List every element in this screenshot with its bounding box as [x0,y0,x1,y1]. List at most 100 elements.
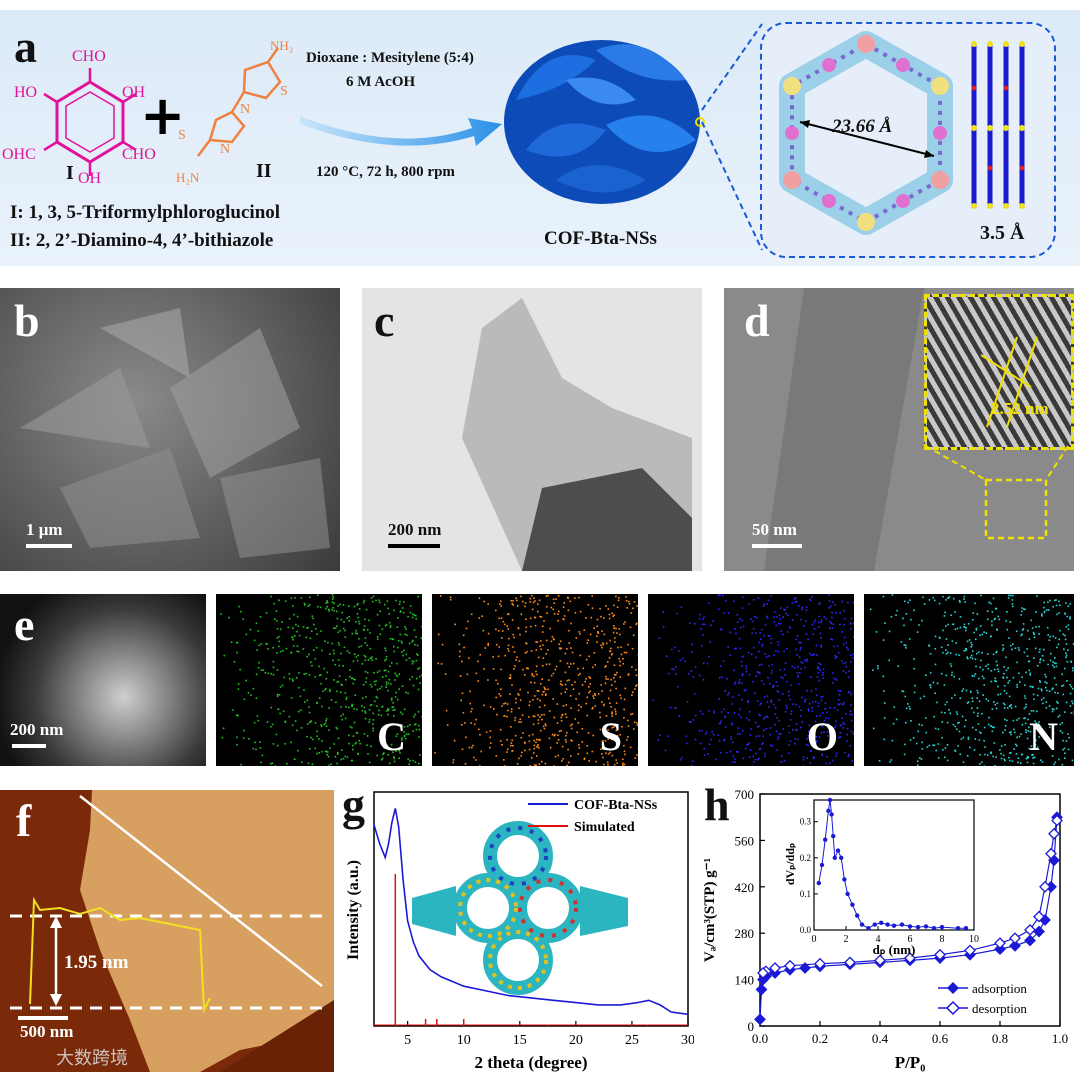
eds-dot [623,709,625,711]
eds-dot [832,682,834,684]
eds-label-n: N [1029,713,1058,760]
eds-dot [1059,724,1061,726]
eds-dot [797,739,799,741]
eds-dot [783,728,785,730]
eds-dot [539,706,541,708]
eds-dot [337,681,339,683]
eds-dot [348,616,350,618]
eds-dot [977,707,979,709]
eds-dot [619,634,621,636]
eds-dot [290,742,292,744]
eds-dot [565,684,567,686]
eds-dot [313,624,315,626]
eds-dot [909,708,911,710]
eds-dot [968,737,970,739]
eds-dot [415,618,417,620]
eds-dot [506,716,508,718]
eds-dot [1055,762,1057,764]
bet-ytick-label: 560 [735,833,755,848]
eds-dot [680,759,682,761]
eds-dot [248,738,250,740]
eds-dot [1045,676,1047,678]
eds-dot [284,743,286,745]
eds-dot [779,614,781,616]
eds-dot [463,635,465,637]
eds-dot [327,602,329,604]
eds-dot [766,656,768,658]
eds-dot [1069,618,1071,620]
eds-dot [790,719,792,721]
eds-dot [545,763,547,765]
mol-ii-label: II [256,160,272,183]
eds-dot [944,615,946,617]
eds-dot [993,598,995,600]
eds-dot [607,762,609,764]
eds-dot [1024,684,1026,686]
eds-dot [978,723,980,725]
eds-dot [401,641,403,643]
eds-dot [695,666,697,668]
eds-dot [312,739,314,741]
eds-dot [357,603,359,605]
eds-dot [490,730,492,732]
eds-dot [367,645,369,647]
eds-dot [725,726,727,728]
eds-dot [531,650,533,652]
eds-dot [253,748,255,750]
eds-dot [727,694,729,696]
bet-inset-point [823,838,827,842]
eds-dot [382,676,384,678]
eds-dot [870,609,872,611]
eds-map-n: N [864,594,1074,766]
eds-dot [719,740,721,742]
eds-dot [544,687,546,689]
eds-dot [1022,754,1024,756]
eds-dot [368,620,370,622]
eds-dot [1052,636,1054,638]
eds-dot [783,616,785,618]
eds-dot [744,690,746,692]
eds-dot [1021,607,1023,609]
eds-dot [800,709,802,711]
eds-dot [846,647,848,649]
eds-dot [704,624,706,626]
eds-dot [497,683,499,685]
eds-dot [829,762,831,764]
eds-dot [317,606,319,608]
eds-dot [990,752,992,754]
eds-dot [813,622,815,624]
eds-dot [387,608,389,610]
eds-dot [223,728,225,730]
eds-dot [306,637,308,639]
eds-dot [566,732,568,734]
eds-dot [365,718,367,720]
eds-dot [1043,697,1045,699]
eds-dot [1016,686,1018,688]
eds-dot [556,742,558,744]
eds-dot [848,754,850,756]
eds-dot [575,698,577,700]
eds-dot [699,730,701,732]
eds-dot [384,647,386,649]
eds-dot [533,597,535,599]
eds-dot [884,717,886,719]
eds-dot [277,628,279,630]
eds-dot [552,636,554,638]
eds-dot [579,631,581,633]
eds-dot [703,616,705,618]
eds-dot [357,617,359,619]
eds-dot [853,623,854,625]
eds-dot [515,659,517,661]
eds-dot [1049,690,1051,692]
eds-dot [365,696,367,698]
eds-dot [823,677,825,679]
eds-dot [764,717,766,719]
eds-dot [565,653,567,655]
eds-dot [467,621,469,623]
eds-dot [579,747,581,749]
eds-dot [694,693,696,695]
eds-dot [822,696,824,698]
eds-dot [1027,655,1029,657]
eds-dot [942,749,944,751]
eds-dot [853,636,854,638]
